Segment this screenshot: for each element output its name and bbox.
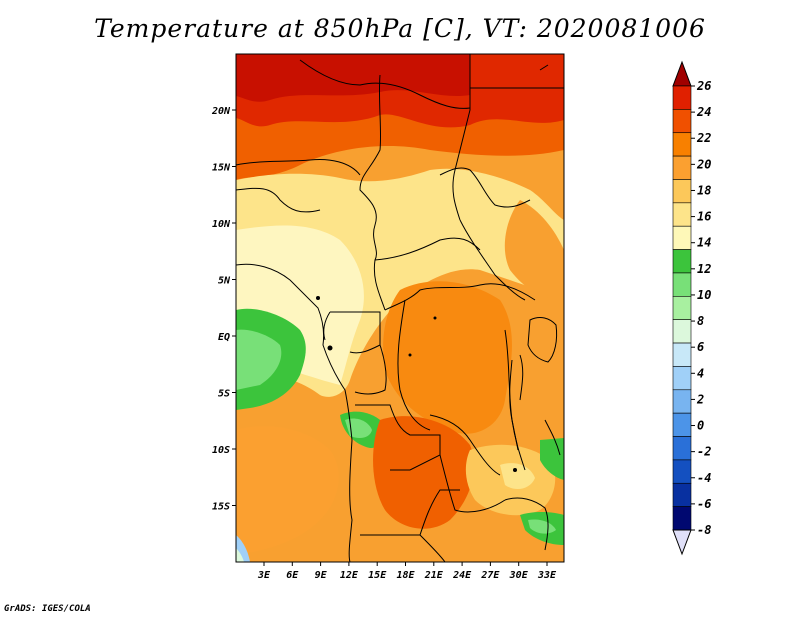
colorbar-swatch [672, 506, 692, 531]
colorbar-swatch [672, 109, 692, 134]
colorbar-swatch [672, 85, 692, 110]
colorbar-label: -4 [697, 471, 711, 485]
colorbar-label: 18 [697, 183, 711, 197]
temperature-field [236, 54, 564, 562]
colorbar-label: 2 [696, 392, 704, 406]
longitude-axis: 3E 6E 9E 12E 15E 18E 21E 24E 27E 30E 33E [257, 562, 557, 581]
colorbar-label: 0 [697, 419, 704, 433]
colorbar-swatch [672, 132, 692, 157]
colorbar-swatch [672, 342, 692, 367]
colorbar-label: 8 [697, 314, 704, 328]
lon-tick-label: 33E [537, 570, 557, 581]
colorbar-label: -2 [697, 445, 711, 459]
colorbar-swatch [672, 202, 692, 227]
lon-tick-label: 9E [315, 570, 328, 581]
lat-tick-label: 20N [211, 106, 231, 117]
map-frame [235, 53, 565, 563]
lon-tick-label: 30E [509, 570, 529, 581]
colorbar-label: 24 [696, 105, 711, 119]
colorbar-swatch [672, 389, 692, 414]
grads-credit: GrADS: IGES/COLA [4, 604, 91, 614]
lake-markers [316, 296, 517, 472]
colorbar-label: 16 [697, 210, 711, 224]
lon-tick-label: 12E [340, 570, 359, 581]
colorbar-label: -6 [697, 497, 711, 511]
lat-tick-label: 10S [212, 445, 230, 456]
colorbar-label: 6 [697, 340, 704, 354]
colorbar-swatch [672, 155, 692, 180]
colorbar-swatch [672, 296, 692, 320]
lon-tick-label: 24E [452, 570, 472, 581]
map-title: Temperature at 850hPa [C], VT: 202008100… [94, 14, 706, 43]
colorbar-label: 26 [696, 79, 711, 93]
colorbar-top-arrow [672, 60, 692, 87]
colorbar-swatch [672, 436, 692, 461]
colorbar-label: 10 [697, 288, 711, 302]
colorbar-swatch [672, 225, 692, 250]
colorbar-label: 12 [697, 262, 711, 276]
colorbar-swatch [672, 459, 692, 484]
colorbar-label: 20 [696, 157, 711, 171]
colorbar-label: 14 [697, 236, 711, 250]
country-borders [236, 54, 564, 562]
lon-tick-label: 3E [257, 570, 271, 581]
lon-tick-label: 21E [424, 570, 444, 581]
colorbar-swatch [672, 319, 692, 344]
lat-tick-label: 15N [212, 163, 231, 174]
colorbar-swatch [672, 179, 692, 204]
colorbar-label: 4 [697, 366, 704, 380]
lat-tick-label: 5S [218, 389, 230, 400]
colorbar-bottom-arrow [672, 529, 692, 556]
lon-tick-label: 6E [286, 570, 299, 581]
lon-tick-label: 18E [396, 570, 415, 581]
colorbar-swatch [672, 249, 692, 274]
colorbar-swatch [672, 272, 692, 297]
colorbar-label: 22 [696, 131, 711, 145]
lat-tick-label: 5N [218, 276, 231, 287]
colorbar-swatch [672, 482, 692, 507]
lat-tick-label: 10N [212, 219, 231, 230]
colorbar-swatch [672, 366, 692, 391]
colorbar-swatch [672, 412, 692, 437]
lon-tick-label: 27E [480, 570, 500, 581]
lon-tick-label: 15E [368, 570, 387, 581]
lat-tick-label: EQ [218, 332, 230, 343]
colorbar-label: -8 [697, 523, 711, 537]
lat-tick-label: 15S [212, 502, 230, 513]
latitude-axis: 20N 15N 10N 5N EQ 5S 10S 15S [211, 106, 236, 513]
